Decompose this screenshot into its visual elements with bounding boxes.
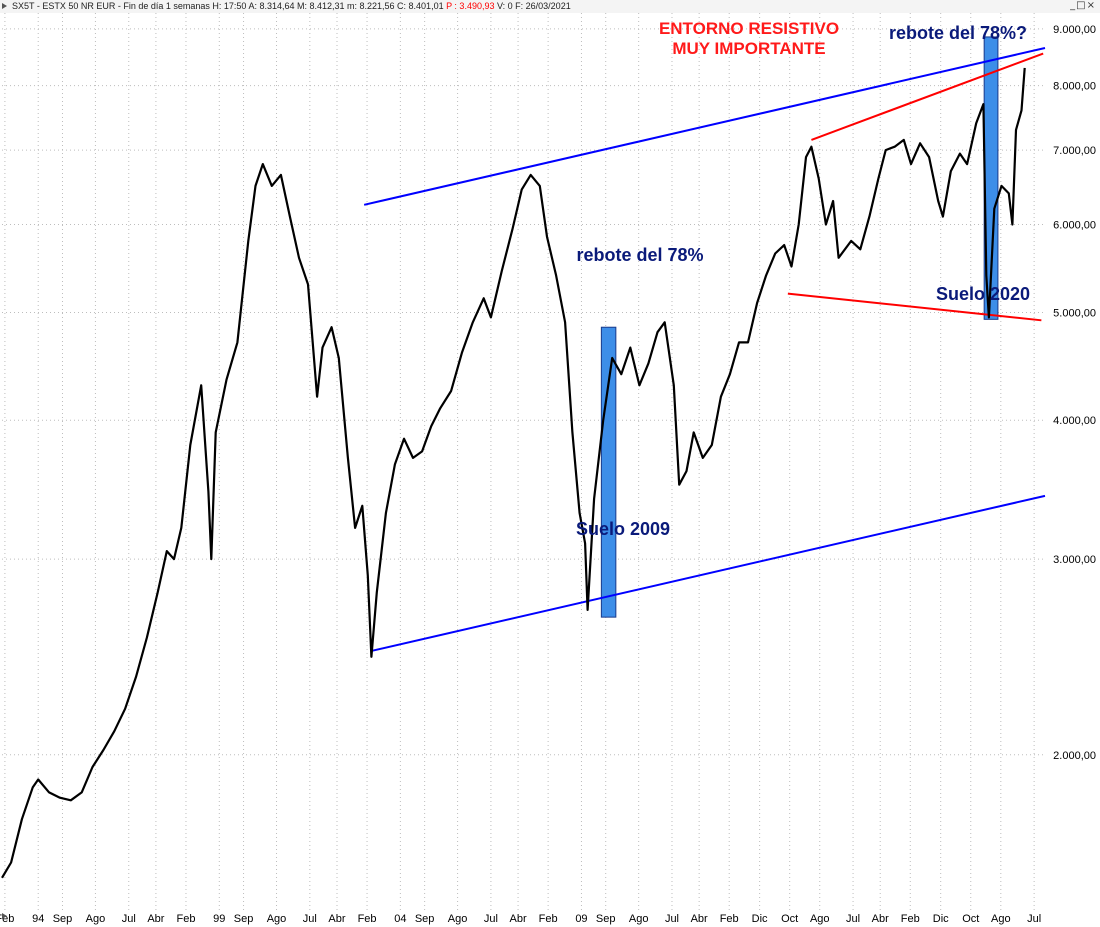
x-tick-label: Ago [267, 913, 287, 925]
annotation-rebote-2009: rebote del 78% [576, 245, 703, 265]
window-controls: _□× [1070, 0, 1096, 11]
chart-background [0, 13, 1100, 927]
y-tick-label: 2.000,00 [1053, 750, 1096, 762]
x-tick-label: Sep [53, 913, 73, 925]
x-tick-label: 94 [32, 913, 44, 925]
y-tick-label: 6.000,00 [1053, 220, 1096, 232]
x-tick-label: Feb [720, 913, 739, 925]
price-series-line [1, 67, 1026, 879]
x-tick-label: Oct [781, 913, 798, 925]
x-tick-label: Ago [991, 913, 1011, 925]
x-tick-label: Sep [596, 913, 616, 925]
y-tick-label: 4.000,00 [1053, 415, 1096, 427]
x-tick-label: Oct [962, 913, 979, 925]
y-tick-label: 5.000,00 [1053, 308, 1096, 320]
x-tick-label: Sep [234, 913, 254, 925]
x-tick-label: Abr [872, 913, 889, 925]
x-tick-label: Jul [303, 913, 317, 925]
x-tick-label: 09 [575, 913, 587, 925]
chart-title: SX5T - ESTX 50 NR EUR - Fin de día 1 sem… [12, 1, 571, 11]
title-arrow-icon [2, 3, 7, 9]
title-p-value: P : 3.490,93 [446, 1, 495, 11]
y-tick-label: 7.000,00 [1053, 145, 1096, 157]
x-tick-label: Dic [933, 913, 949, 925]
annotation-suelo-2020: Suelo 2020 [936, 284, 1030, 304]
upper-channel-line [363, 46, 1046, 206]
rebote-2009-box [600, 326, 617, 618]
x-tick-label: Ago [629, 913, 649, 925]
x-tick-label: Ago [448, 913, 468, 925]
y-tick-label: 3.000,00 [1053, 554, 1096, 566]
x-tick-label: Jul [484, 913, 498, 925]
price-chart[interactable]: 2.000,00 3.000,00 4.000,00 5.000,00 6.000,00… [0, 13, 1100, 927]
x-tick-label: 99 [213, 913, 225, 925]
close-icon[interactable]: × [1086, 0, 1096, 11]
y-tick-label: 9.000,00 [1053, 24, 1096, 36]
x-tick-label: Feb [176, 913, 195, 925]
lower-channel-line [371, 494, 1046, 652]
x-tick-label: Jul [122, 913, 136, 925]
x-tick-label: Feb [358, 913, 377, 925]
x-tick-label: 04 [394, 913, 406, 925]
x-tick-label: Abr [510, 913, 527, 925]
y-axis-labels: 2.000,00 3.000,00 4.000,00 5.000,00 6.000,00… [1053, 24, 1096, 762]
x-tick-label: Feb [539, 913, 558, 925]
x-tick-label: Ago [810, 913, 830, 925]
resistance-red-line [811, 52, 1044, 141]
x-tick-label: Dic [752, 913, 768, 925]
title-prefix: SX5T - ESTX 50 NR EUR - Fin de día 1 sem… [12, 1, 444, 11]
x-tick-label: Jul [1027, 913, 1041, 925]
annotations: ENTORNO RESISTIVO MUY IMPORTANTE rebote … [576, 19, 1030, 539]
maximize-icon[interactable]: □ [1076, 0, 1087, 11]
trend-lines [363, 46, 1046, 652]
support-red-line [787, 292, 1042, 322]
minimize-icon[interactable]: _ [1070, 0, 1077, 11]
annotation-entorno-line1: ENTORNO RESISTIVO [659, 19, 839, 38]
annotation-suelo-2009: Suelo 2009 [576, 519, 670, 539]
rebound-boxes [600, 36, 999, 618]
x-tick-label: Abr [147, 913, 164, 925]
axis-scroll-arrow-icon[interactable] [2, 913, 7, 919]
annotation-rebote-2020: rebote del 78%? [889, 23, 1027, 43]
title-suffix: V: 0 F: 26/03/2021 [496, 1, 571, 11]
x-tick-label: Feb [901, 913, 920, 925]
x-axis-labels: Feb 94 Sep Ago Jul Abr Feb 99 Sep Ago Jul Abr Feb 04 S… [0, 913, 1041, 925]
x-tick-label: Jul [846, 913, 860, 925]
x-tick-label: Abr [691, 913, 708, 925]
y-tick-label: 8.000,00 [1053, 81, 1096, 93]
x-tick-label: Abr [328, 913, 345, 925]
x-tick-label: Sep [415, 913, 435, 925]
chart-title-bar: SX5T - ESTX 50 NR EUR - Fin de día 1 sem… [0, 0, 1100, 14]
annotation-entorno-line2: MUY IMPORTANTE [672, 39, 825, 58]
x-tick-label: Ago [86, 913, 106, 925]
x-tick-label: Jul [665, 913, 679, 925]
